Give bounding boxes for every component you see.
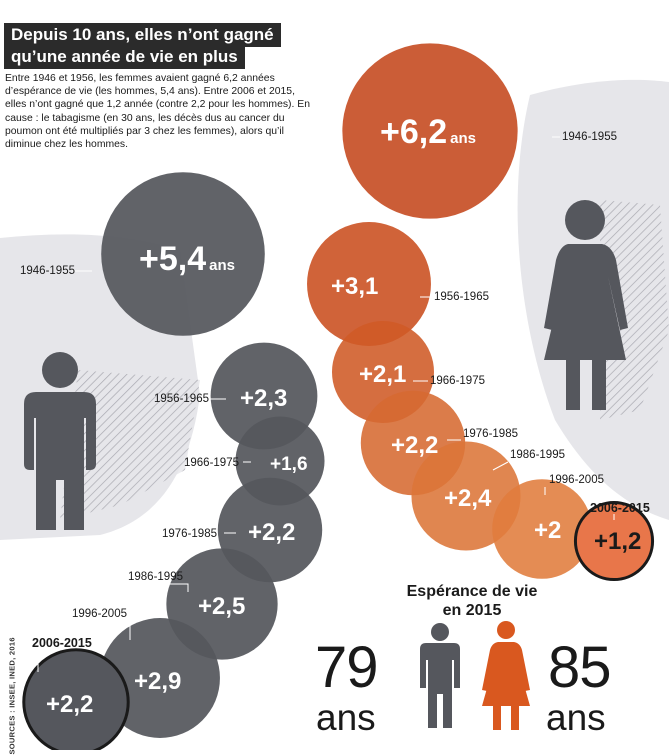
life-expectancy-title: Espérance de vie en 2015 — [392, 582, 552, 620]
men-life-expectancy-value: 79 — [315, 635, 379, 700]
bubble-women-1956-1965 — [307, 222, 431, 346]
title-line-1: Depuis 10 ans, elles n’ont gagné — [4, 23, 281, 47]
bubble-men-2006-2015 — [22, 648, 130, 750]
men-life-expectancy-unit: ans — [316, 697, 376, 738]
value-label-women-1996-2005: +2 — [534, 517, 561, 544]
period-label-women-1996-2005: 1996-2005 — [549, 474, 604, 486]
bubbles-women — [307, 43, 655, 582]
period-label-men-1976-1985: 1976-1985 — [162, 528, 217, 540]
value-label-men-1996-2005: +2,9 — [134, 668, 181, 695]
life-expectancy-title-line2: en 2015 — [442, 602, 502, 619]
period-label-men-1966-1975: 1966-1975 — [184, 457, 239, 469]
bubble-men-1946-1955 — [101, 172, 265, 336]
period-label-men-1986-1995: 1986-1995 — [128, 571, 183, 583]
period-label-women-2006-2015: 2006-2015 — [590, 501, 650, 515]
title-line-2: qu’une année de vie en plus — [4, 45, 245, 69]
life-expectancy-title-line1: Espérance de vie — [406, 583, 538, 600]
period-label-women-1966-1975: 1966-1975 — [430, 375, 485, 387]
women-life-expectancy-value: 85 — [548, 635, 612, 700]
value-label-women-2006-2015: +1,2 — [594, 528, 641, 555]
period-leader-lines — [37, 136, 615, 672]
women-life-expectancy-unit: ans — [546, 697, 606, 738]
bubble-women-1946-1955 — [342, 43, 518, 219]
period-label-men-1996-2005: 1996-2005 — [72, 608, 127, 620]
value-label-men-1976-1985: +2,2 — [248, 519, 295, 546]
bubbles-men — [22, 172, 325, 750]
leader-men-1986-1995 — [160, 583, 189, 592]
period-label-men-1946-1955: 1946-1955 — [20, 265, 75, 277]
value-label-men-2006-2015: +2,2 — [46, 691, 93, 718]
woman-small-icon — [482, 621, 530, 730]
value-label-women-1966-1975: +2,1 — [359, 361, 406, 388]
value-label-men-1966-1975: +1,6 — [270, 454, 308, 475]
leader-men-1996-2005 — [104, 619, 131, 640]
value-label-women-1956-1965: +3,1 — [331, 273, 378, 300]
period-labels: 1946-1955 1956-1965 1966-1975 1976-1985 1986… — [20, 131, 650, 650]
period-label-women-1976-1985: 1976-1985 — [463, 428, 518, 440]
bubble-women-2006-2015 — [573, 500, 655, 582]
value-label-men-1986-1995: +2,5 — [198, 593, 245, 620]
value-label-women-1986-1995: +2,4 — [444, 485, 492, 512]
man-icon — [24, 352, 96, 530]
man-small-icon — [420, 623, 460, 728]
value-label-men-1956-1965: +2,3 — [240, 385, 287, 412]
source-note: SOURCES : INSEE, INED, 2016 — [7, 637, 17, 755]
leader-women-1986-1995 — [492, 461, 509, 471]
woman-icon — [544, 200, 628, 410]
bubble-men-1996-2005 — [100, 618, 220, 738]
value-label-women-1976-1985: +2,2 — [391, 432, 438, 459]
period-label-women-1946-1955: 1946-1955 — [562, 131, 617, 143]
period-label-men-2006-2015: 2006-2015 — [32, 636, 92, 650]
period-label-men-1956-1965: 1956-1965 — [154, 393, 209, 405]
hatched-area-right — [600, 200, 669, 420]
intro-text: Entre 1946 et 1956, les femmes avaient g… — [5, 73, 310, 151]
bubble-women-1996-2005 — [492, 479, 592, 579]
period-label-women-1986-1995: 1986-1995 — [510, 449, 565, 461]
period-label-women-1956-1965: 1956-1965 — [434, 291, 489, 303]
bubble-labels: +5,4 ans+2,3+1,6+2,2+2,5+2,9+2,2+6,2 ans+3… — [46, 113, 641, 718]
